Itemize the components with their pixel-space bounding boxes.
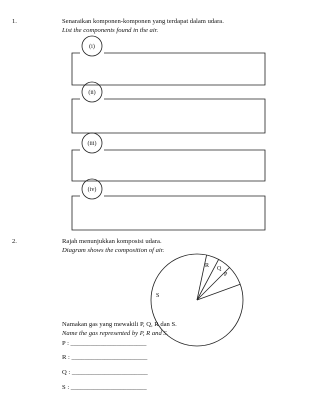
box-badge	[81, 178, 103, 200]
pie-divider	[196, 283, 241, 301]
instruction: Namakan gas yang mewakili P, Q, R dan S.	[62, 321, 177, 328]
pie-label: P	[224, 272, 228, 278]
pie-divider	[196, 254, 207, 301]
box-label: (iv)	[88, 186, 97, 193]
question-text: Rajah menunjukkan komposisi udara.	[62, 238, 162, 245]
answer-line: Q : _______________________	[62, 369, 148, 376]
pie-label: Q	[217, 266, 222, 272]
pie-outline	[150, 253, 244, 347]
answer-box: (iv)	[71, 178, 266, 231]
box-label: (ii)	[88, 89, 95, 96]
question-translation: Diagram shows the composition of air.	[61, 247, 165, 254]
box-frame	[71, 98, 266, 134]
box-badge	[81, 132, 103, 154]
answer-box: (i)	[71, 35, 266, 86]
answer-line: S : _______________________	[62, 384, 147, 391]
box-frame	[71, 52, 266, 86]
instruction-translation: Name the gas represented by P, R and S.	[61, 330, 169, 337]
question-translation: List the components found in the air.	[61, 27, 159, 34]
question-number: 2.	[12, 238, 17, 245]
box-frame	[71, 149, 266, 182]
pie-label: R	[205, 263, 209, 269]
box-label: (i)	[89, 43, 95, 50]
answer-box: (iii)	[71, 132, 266, 182]
box-label: (iii)	[88, 140, 97, 147]
answer-line: R : _______________________	[62, 354, 148, 361]
box-badge	[81, 81, 103, 103]
pie-divider	[196, 259, 219, 301]
pie-label: S	[156, 293, 159, 299]
question-number: 1.	[12, 18, 17, 25]
box-frame	[71, 195, 266, 231]
question-text: Senaraikan komponen-komponen yang terdap…	[62, 18, 224, 25]
answer-box: (ii)	[71, 81, 266, 134]
pie-divider	[196, 267, 230, 301]
box-badge	[81, 35, 103, 57]
answer-line: P : _______________________	[62, 340, 147, 347]
pie-diagram: R Q P S	[150, 253, 244, 347]
